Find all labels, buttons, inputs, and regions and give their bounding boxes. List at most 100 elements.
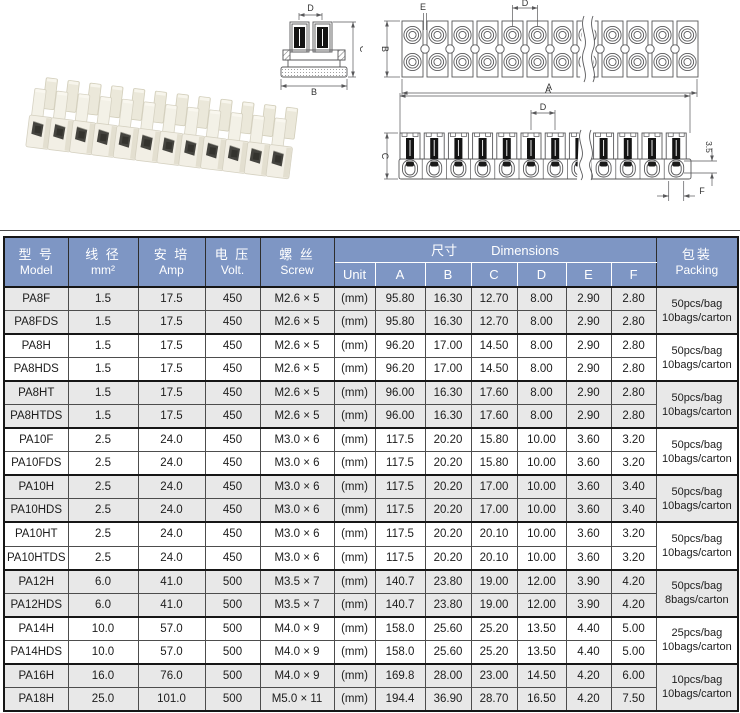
dim-d-cell: 12.00 [516, 592, 567, 618]
divider-line [0, 230, 740, 231]
dim-a-cell: 140.7 [374, 568, 426, 594]
model-cell: PA12H [3, 568, 69, 594]
dim-d-cell: 8.00 [516, 380, 567, 406]
volt-cell: 450 [204, 451, 261, 476]
volt-cell: 450 [204, 333, 261, 359]
packing-cell: 50pcs/bag 10bags/carton [655, 380, 739, 429]
wire-mm2-cell: 2.5 [67, 474, 139, 500]
unit-cell: (mm) [333, 357, 376, 382]
wire-mm2-cell: 6.0 [67, 592, 139, 618]
screw-cell: M3.0 × 6 [259, 521, 335, 547]
amp-cell: 24.0 [137, 474, 206, 500]
dim-e-cell: 4.40 [565, 639, 612, 665]
dim-label-b: B [311, 87, 317, 97]
dim-d-cell: 16.50 [516, 686, 567, 712]
dim-a-cell: 117.5 [374, 521, 426, 547]
dim-d-cell: 14.50 [516, 662, 567, 688]
dim-c-cell: 17.00 [470, 474, 518, 500]
dim-a-cell: 95.80 [374, 286, 426, 312]
volt-cell: 500 [204, 615, 261, 641]
dim-d-cell: 8.00 [516, 404, 567, 429]
dim-c-cell: 12.70 [470, 286, 518, 312]
dim-c-cell: 17.60 [470, 404, 518, 429]
amp-cell: 17.5 [137, 380, 206, 406]
amp-cell: 24.0 [137, 498, 206, 523]
dim-e-cell: 4.20 [565, 686, 612, 712]
dim-a-cell: 140.7 [374, 592, 426, 618]
dim-f-cell: 2.80 [610, 286, 657, 312]
wire-mm2-cell: 10.0 [67, 615, 139, 641]
table-row: PA10H 2.5 24.0 450 M3.0 × 6 (mm) 117.5 20.20 17.… [3, 474, 739, 523]
col-header-amp: 安 培 Amp [137, 236, 206, 288]
dim-a-cell: 117.5 [374, 451, 426, 476]
packing-cell: 50pcs/bag 10bags/carton [655, 474, 739, 523]
packing-cell: 10pcs/bag 10bags/carton [655, 662, 739, 712]
dim-a-cell: 96.00 [374, 404, 426, 429]
dim-e-cell: 4.20 [565, 662, 612, 688]
unit-cell: (mm) [333, 615, 376, 641]
dim-d-cell: 10.00 [516, 498, 567, 523]
model-cell: PA16H [3, 662, 69, 688]
wire-mm2-cell: 6.0 [67, 568, 139, 594]
dim-c-cell: 19.00 [470, 592, 518, 618]
table-row: PA18H 25.0 101.0 500 M5.0 × 11 (mm) 194.4 36.90… [3, 686, 738, 712]
wire-mm2-cell: 2.5 [67, 521, 139, 547]
dim-e-cell: 3.60 [565, 545, 612, 571]
amp-cell: 24.0 [137, 521, 206, 547]
dim-b-cell: 17.00 [424, 333, 472, 359]
col-header-volt: 电 压 Volt. [204, 236, 261, 288]
unit-cell: (mm) [333, 310, 376, 335]
volt-cell: 450 [204, 310, 261, 335]
dim-b-cell: 23.80 [424, 592, 472, 618]
dim-b-cell: 28.00 [424, 662, 472, 688]
amp-cell: 24.0 [137, 451, 206, 476]
table-row: PA8HT 1.5 17.5 450 M2.6 × 5 (mm) 96.00 16.30 17.… [3, 380, 739, 429]
col-header-dimensions: 尺寸 Dimensions [333, 236, 657, 263]
dim-a-cell: 194.4 [374, 686, 426, 712]
dim-c-cell: 17.00 [470, 498, 518, 523]
dim-b-cell: 20.20 [424, 521, 472, 547]
volt-cell: 450 [204, 427, 261, 453]
col-header-d: D [516, 261, 567, 288]
screw-cell: M4.0 × 9 [259, 639, 335, 665]
dim-a-cell: 95.80 [374, 310, 426, 335]
dim-d-cell: 8.00 [516, 310, 567, 335]
packing-cell: 50pcs/bag 10bags/carton [655, 427, 739, 476]
dim-c-cell: 14.50 [470, 333, 518, 359]
dim-f-cell: 3.40 [610, 498, 657, 523]
dim-b-cell: 25.60 [424, 639, 472, 665]
dim-b-cell: 36.90 [424, 686, 472, 712]
model-cell: PA8HDS [3, 357, 69, 382]
dim-label-a: A [546, 82, 552, 92]
dim-f-cell: 5.00 [610, 615, 657, 641]
dim-c-cell: 15.80 [470, 451, 518, 476]
dim-b-cell: 20.20 [424, 474, 472, 500]
dim-f-cell: 4.20 [610, 568, 657, 594]
table-row: PA12H 6.0 41.0 500 M3.5 × 7 (mm) 140.7 23.80 19.… [3, 568, 739, 618]
dim-e-cell: 2.90 [565, 404, 612, 429]
dim-b-cell: 16.30 [424, 310, 472, 335]
dim-d-cell: 8.00 [516, 286, 567, 312]
dim-f-cell: 3.20 [610, 427, 657, 453]
model-cell: PA8F [3, 286, 69, 312]
spec-table: 型 号 Model 线 径 mm² 安 培 Amp 电 压 Volt. 螺 丝 [3, 236, 740, 712]
dim-label-d: D [540, 102, 547, 112]
unit-cell: (mm) [333, 521, 376, 547]
dim-e-cell: 3.60 [565, 427, 612, 453]
amp-cell: 17.5 [137, 357, 206, 382]
col-header-b: B [424, 261, 472, 288]
dim-f-cell: 7.50 [610, 686, 657, 712]
col-header-c: C [470, 261, 518, 288]
dim-a-cell: 96.00 [374, 380, 426, 406]
dim-b-cell: 16.30 [424, 286, 472, 312]
packing-cell: 50pcs/bag 10bags/carton [655, 333, 739, 382]
dim-d-cell: 10.00 [516, 545, 567, 571]
model-cell: PA10HT [3, 521, 69, 547]
dim-f-cell: 4.20 [610, 592, 657, 618]
volt-cell: 500 [204, 662, 261, 688]
table-row: PA10HDS 2.5 24.0 450 M3.0 × 6 (mm) 117.5 20.20 1… [3, 498, 738, 523]
unit-cell: (mm) [333, 686, 376, 712]
model-cell: PA10HDS [3, 498, 69, 523]
unit-cell: (mm) [333, 427, 376, 453]
